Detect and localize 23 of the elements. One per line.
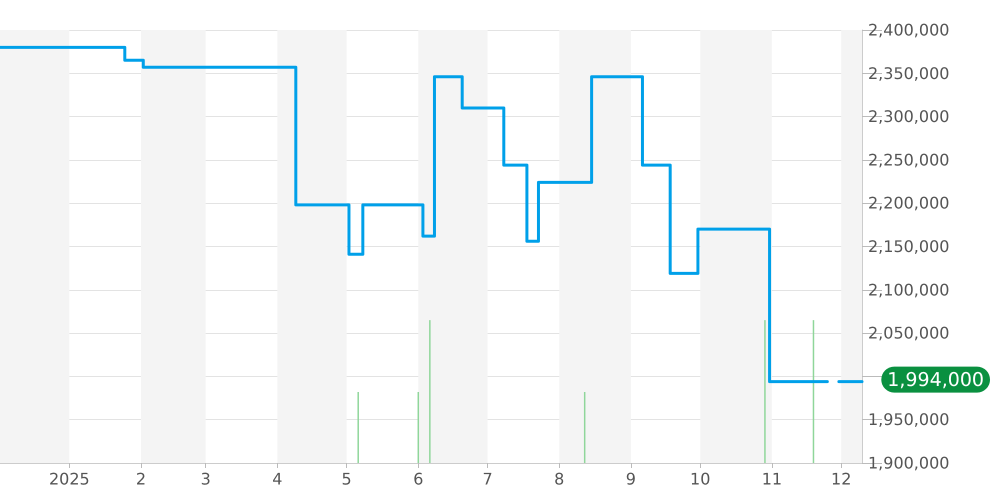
x-tick-label: 5 — [342, 470, 352, 488]
y-tick-label: 2,150,000 — [868, 237, 950, 256]
x-tick-label: 6 — [413, 470, 424, 488]
x-tick-label: 8 — [554, 470, 564, 488]
x-tick-label: 12 — [831, 470, 852, 488]
y-tick-label: 1,900,000 — [868, 454, 950, 472]
x-tick-label: 10 — [690, 470, 710, 488]
y-tick-label: 2,100,000 — [868, 280, 950, 300]
x-tick-label: 11 — [762, 470, 782, 488]
y-tick-label: 2,350,000 — [868, 64, 950, 83]
x-tick-label: 2 — [136, 470, 146, 488]
y-tick-label: 1,950,000 — [868, 410, 950, 430]
x-tick-label: 4 — [272, 470, 282, 488]
x-tick-label: 7 — [482, 470, 493, 488]
text: 1,994,000 — [887, 369, 984, 392]
y-tick-label: 2,200,000 — [868, 194, 950, 213]
y-tick-label: 2,400,000 — [868, 20, 950, 40]
x-tick-label: 2025 — [48, 470, 90, 488]
y-tick-label: 2,300,000 — [868, 107, 950, 126]
x-tick-label: 9 — [626, 470, 636, 488]
y-tick-label: 2,050,000 — [868, 324, 950, 343]
y-tick-label: 2,250,000 — [868, 150, 950, 170]
x-tick-label: 3 — [200, 470, 211, 488]
